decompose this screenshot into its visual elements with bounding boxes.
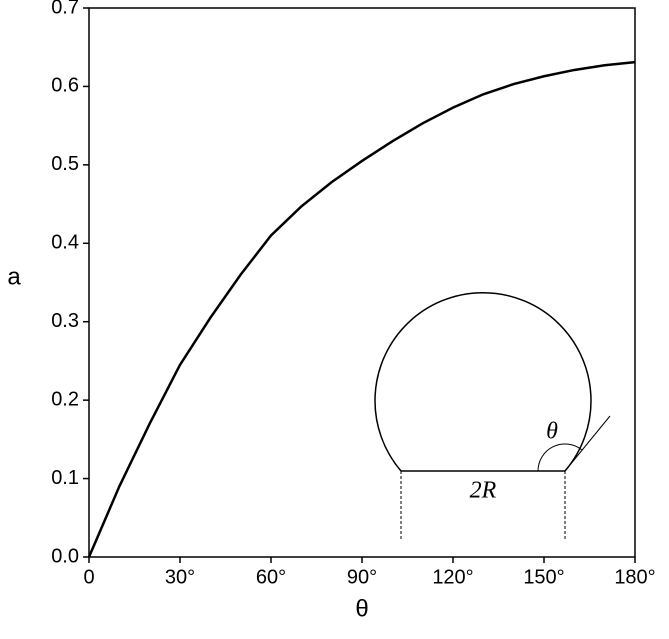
y-axis-label: a <box>7 263 21 290</box>
x-tick-label: 150° <box>523 566 564 588</box>
base-label: 2R <box>470 478 497 504</box>
y-tick-label: 0.1 <box>51 467 79 489</box>
angle-arc <box>537 443 583 472</box>
data-line <box>87 60 636 558</box>
x-tick-label: 60° <box>256 566 286 588</box>
y-tick-label: 0.3 <box>51 310 79 332</box>
inset-diagram <box>374 292 611 540</box>
y-tick-label: 0.7 <box>51 0 79 18</box>
x-axis-label: θ <box>355 595 368 622</box>
x-tick-label: 90° <box>347 566 377 588</box>
y-tick-label: 0.4 <box>51 232 79 254</box>
tangent-line <box>564 415 611 472</box>
droplet-arc <box>374 292 592 472</box>
x-tick-label: 120° <box>432 566 473 588</box>
y-tick-label: 0.0 <box>51 545 79 567</box>
x-tick-label: 30° <box>165 566 195 588</box>
y-tick-label: 0.6 <box>51 75 79 97</box>
x-tick-label: 180° <box>614 566 655 588</box>
plot-frame <box>88 7 636 558</box>
y-tick-label: 0.5 <box>51 153 79 175</box>
angle-label: θ <box>546 419 558 445</box>
y-tick-label: 0.2 <box>51 388 79 410</box>
x-tick-label: 0 <box>83 566 94 588</box>
